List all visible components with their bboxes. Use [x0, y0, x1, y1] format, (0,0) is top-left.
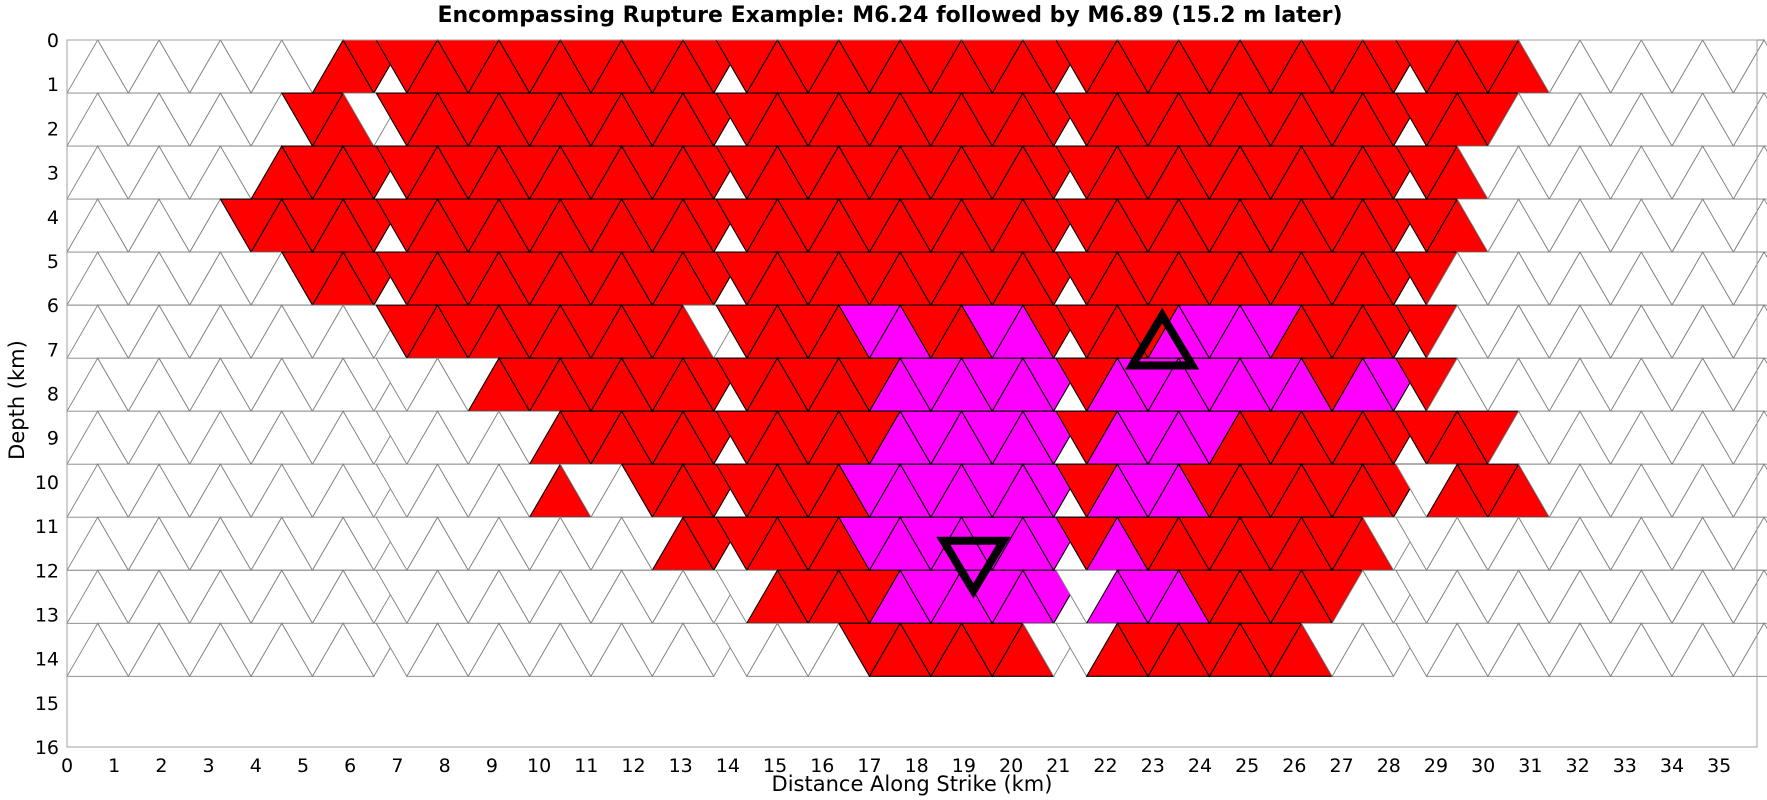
x-tick-label: 12: [621, 755, 645, 777]
x-tick-label: 8: [439, 755, 451, 777]
y-tick-label: 1: [47, 74, 59, 96]
plot-frame: [66, 39, 1758, 748]
x-tick-label: 26: [1282, 755, 1306, 777]
x-tick-label: 33: [1613, 755, 1637, 777]
y-tick-label: 2: [47, 118, 59, 140]
x-tick-label: 24: [1188, 755, 1212, 777]
x-tick-label: 29: [1424, 755, 1448, 777]
y-tick-label: 5: [47, 251, 59, 273]
x-axis-ticks: 0 1 2 3 4 5 6 7 8 9 10 11 12 13 14 15 16 17 18 19 20 21 22 23 24…: [61, 755, 1731, 777]
y-tick-label: 8: [47, 384, 59, 406]
x-tick-label: 5: [297, 755, 309, 777]
x-axis-title: Distance Along Strike (km): [772, 772, 1053, 796]
hypocenter-marker: [936, 536, 1011, 599]
x-tick-label: 27: [1330, 755, 1354, 777]
x-tick-label: 16: [810, 755, 834, 777]
x-tick-label: 7: [391, 755, 403, 777]
y-tick-label: 12: [35, 560, 59, 582]
y-tick-label: 15: [35, 693, 59, 715]
x-tick-label: 28: [1377, 755, 1401, 777]
y-tick-label: 9: [47, 428, 59, 450]
x-tick-label: 25: [1235, 755, 1259, 777]
x-tick-label: 35: [1707, 755, 1731, 777]
x-tick-label: 31: [1518, 755, 1542, 777]
x-tick-label: 0: [61, 755, 73, 777]
y-tick-label: 6: [47, 295, 59, 317]
mesh-element: [1732, 622, 1767, 677]
y-axis-title: Depth (km): [5, 340, 29, 460]
x-tick-label: 20: [999, 755, 1023, 777]
fault-mesh: [66, 38, 1767, 678]
hypocenter-markers: [936, 307, 1200, 599]
x-tick-label: 3: [203, 755, 215, 777]
chart-title: Encompassing Rupture Example: M6.24 foll…: [437, 3, 1342, 28]
x-tick-label: 23: [1141, 755, 1165, 777]
x-tick-label: 15: [763, 755, 787, 777]
x-tick-label: 4: [250, 755, 262, 777]
x-tick-label: 14: [716, 755, 740, 777]
x-tick-label: 30: [1471, 755, 1495, 777]
x-tick-label: 9: [486, 755, 498, 777]
x-tick-label: 22: [1093, 755, 1117, 777]
x-tick-label: 17: [857, 755, 881, 777]
y-tick-label: 11: [35, 516, 59, 538]
x-tick-label: 32: [1566, 755, 1590, 777]
y-tick-label: 3: [47, 163, 59, 185]
hypocenter-marker: [1125, 307, 1200, 370]
y-tick-label: 0: [47, 30, 59, 52]
x-tick-label: 10: [527, 755, 551, 777]
y-tick-label: 16: [35, 737, 59, 759]
x-tick-label: 1: [108, 755, 120, 777]
x-tick-label: 34: [1660, 755, 1684, 777]
x-tick-label: 18: [905, 755, 929, 777]
x-tick-label: 6: [344, 755, 356, 777]
y-tick-label: 7: [47, 339, 59, 361]
x-tick-label: 13: [669, 755, 693, 777]
x-tick-label: 11: [574, 755, 598, 777]
y-tick-label: 13: [35, 604, 59, 626]
y-tick-label: 14: [35, 649, 59, 671]
y-tick-label: 4: [47, 207, 59, 229]
x-tick-label: 19: [952, 755, 976, 777]
y-tick-label: 10: [35, 472, 59, 494]
x-tick-label: 2: [155, 755, 167, 777]
x-tick-label: 21: [1046, 755, 1070, 777]
